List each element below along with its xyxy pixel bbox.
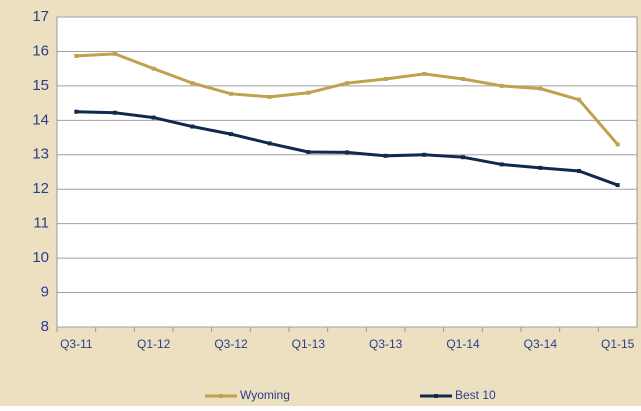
y-tick-label: 17 [32, 8, 49, 25]
point-marker [345, 81, 349, 86]
point-marker [306, 150, 311, 155]
x-tick-label: Q3-14 [524, 337, 558, 351]
point-marker [422, 152, 427, 157]
point-marker [461, 155, 465, 160]
point-marker [383, 153, 388, 158]
point-marker [74, 53, 79, 58]
y-tick-label: 16 [32, 42, 49, 59]
point-marker [306, 90, 311, 95]
point-marker [190, 81, 195, 86]
x-tick-label: Q1-13 [292, 337, 326, 351]
x-tick-label: Q1-15 [601, 337, 635, 351]
point-marker [499, 83, 504, 88]
x-tick-label: Q3-12 [214, 337, 248, 351]
y-tick-label: 12 [32, 180, 49, 197]
point-marker [538, 165, 543, 170]
point-marker [538, 86, 543, 91]
legend-label: Best 10 [455, 388, 496, 402]
point-marker [577, 168, 581, 173]
legend-marker [219, 394, 223, 398]
point-marker [229, 132, 233, 137]
point-marker [151, 115, 156, 120]
point-marker [113, 110, 117, 115]
point-marker [461, 77, 465, 81]
x-tick-label: Q1-12 [137, 337, 171, 351]
point-marker [422, 71, 427, 76]
y-tick-label: 13 [32, 146, 49, 163]
point-marker [151, 66, 156, 71]
y-tick-label: 10 [32, 249, 49, 266]
point-marker [190, 124, 195, 129]
y-tick-label: 14 [32, 111, 49, 128]
point-marker [345, 150, 349, 155]
legend-marker [434, 394, 438, 398]
point-marker [615, 142, 620, 147]
point-marker [267, 141, 272, 146]
x-tick-label: Q3-11 [60, 337, 93, 351]
point-marker [229, 91, 233, 96]
x-tick-label: Q3-13 [369, 337, 403, 351]
legend-label: Wyoming [240, 388, 290, 402]
point-marker [499, 162, 504, 167]
point-marker [267, 94, 272, 99]
y-tick-label: 11 [33, 215, 49, 232]
point-marker [74, 109, 79, 114]
y-tick-label: 9 [41, 284, 49, 301]
x-tick-label: Q1-14 [446, 337, 480, 351]
point-marker [383, 77, 388, 81]
point-marker [113, 51, 117, 56]
point-marker [577, 97, 581, 102]
y-tick-label: 8 [41, 318, 49, 335]
point-marker [615, 183, 620, 188]
y-tick-label: 15 [32, 77, 49, 94]
